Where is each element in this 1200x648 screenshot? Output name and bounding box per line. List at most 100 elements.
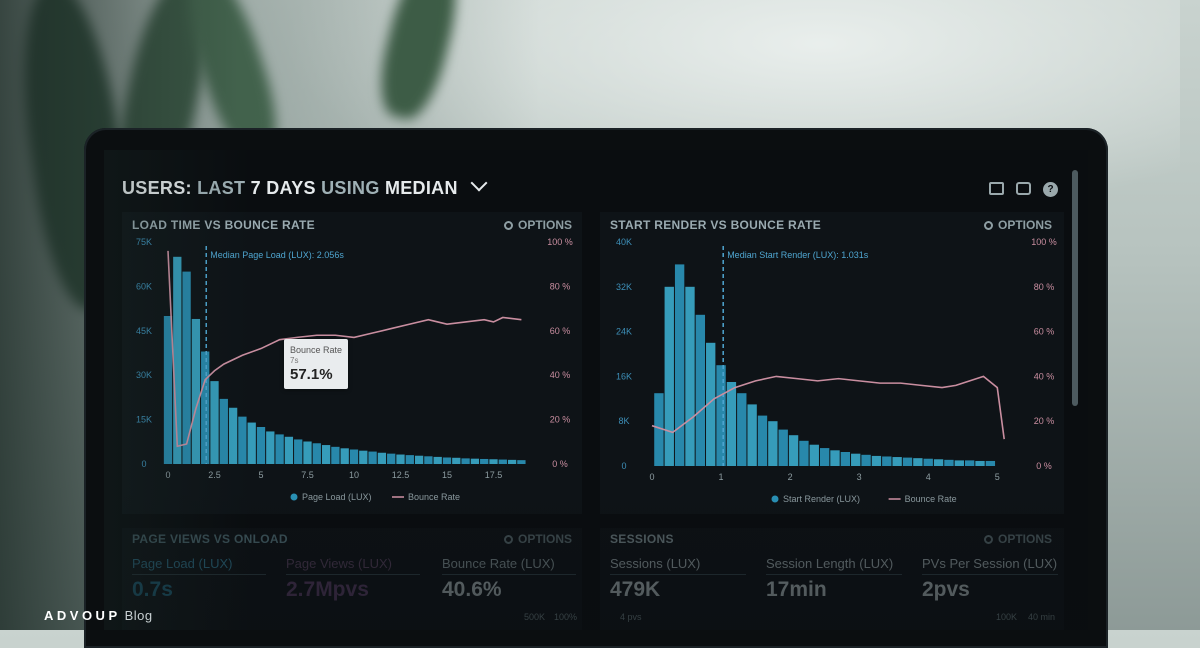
y2-axis-tick-label: 100 % xyxy=(1031,237,1057,247)
bar xyxy=(470,458,480,464)
x-axis-tick-label: 15 xyxy=(442,470,452,480)
bar xyxy=(799,440,809,466)
stat-label: Bounce Rate (LUX) xyxy=(442,556,555,571)
bar xyxy=(480,458,489,464)
stat-label: PVs Per Session (LUX) xyxy=(922,556,1058,571)
stat-value: 479K xyxy=(610,578,661,601)
bar xyxy=(902,457,913,466)
axis-label: 100K xyxy=(996,612,1018,622)
bar xyxy=(954,460,964,466)
stat-value: 2pvs xyxy=(922,578,970,601)
y2-axis-tick-label: 20 % xyxy=(1034,416,1055,426)
gear-icon xyxy=(503,221,513,230)
panel-title: SESSIONS xyxy=(610,532,674,546)
y-axis-tick-label: 8K xyxy=(618,416,629,426)
x-axis-tick-label: 3 xyxy=(857,472,862,482)
title-range-value: 7 DAYS xyxy=(250,178,316,198)
options-button[interactable]: OPTIONS xyxy=(503,218,572,232)
page-views-panel: PAGE VIEWS VS ONLOAD OPTIONS Page Load (… xyxy=(122,528,582,630)
help-icon[interactable]: ? xyxy=(1043,182,1058,197)
bar xyxy=(664,286,674,466)
panel-title: START RENDER VS BOUNCE RATE xyxy=(610,218,821,232)
x-axis-tick-label: 4 xyxy=(926,472,931,482)
stat-label: Page Load (LUX) xyxy=(132,556,233,571)
stat-divider xyxy=(442,574,576,575)
scrollbar[interactable] xyxy=(1072,170,1078,406)
bar xyxy=(312,443,321,464)
bar xyxy=(191,318,201,464)
bar xyxy=(674,264,685,466)
legend-bar-label: Start Render (LUX) xyxy=(783,494,860,504)
y2-axis-tick-label: 100 % xyxy=(547,237,573,247)
stat-divider xyxy=(286,574,420,575)
start-render-panel: START RENDER VS BOUNCE RATE OPTIONS 0 8K 1… xyxy=(600,212,1064,514)
bar xyxy=(424,456,433,464)
bar xyxy=(442,457,452,464)
bar xyxy=(461,458,470,464)
bar xyxy=(275,434,284,464)
bar xyxy=(331,446,340,464)
stat-label: Sessions (LUX) xyxy=(610,556,701,571)
x-axis-tick-label: 10 xyxy=(349,470,359,480)
y-axis-tick-label: 0 xyxy=(621,461,626,471)
stat-value: 0.7s xyxy=(132,578,173,601)
bar xyxy=(933,459,944,466)
bar xyxy=(517,460,526,464)
bar xyxy=(778,429,788,466)
y-axis-tick-label: 60K xyxy=(136,281,152,291)
bar xyxy=(498,459,507,464)
options-button[interactable]: OPTIONS xyxy=(503,532,572,546)
gear-icon xyxy=(983,535,993,544)
axis-label: 100% xyxy=(554,612,578,622)
y-axis-tick-label: 0 xyxy=(141,459,146,469)
title-range-prefix: LAST xyxy=(197,178,246,198)
y-axis-tick-label: 45K xyxy=(136,326,152,336)
y-axis-tick-label: 15K xyxy=(136,415,152,425)
bounce-rate-line xyxy=(167,250,522,448)
gear-icon xyxy=(983,221,993,230)
y2-axis-tick-label: 0 % xyxy=(552,459,568,469)
bar xyxy=(173,256,182,464)
bar xyxy=(871,455,882,466)
bar xyxy=(256,427,266,464)
bar xyxy=(706,342,716,466)
y-axis-tick-label: 40K xyxy=(616,237,632,247)
panel-title: PAGE VIEWS VS ONLOAD xyxy=(132,532,288,546)
x-axis-tick-label: 2.5 xyxy=(208,470,221,480)
bar xyxy=(985,460,996,466)
options-button[interactable]: OPTIONS xyxy=(983,532,1052,546)
share-icon[interactable] xyxy=(1016,182,1031,195)
bar xyxy=(892,457,902,466)
stat-divider xyxy=(132,574,266,575)
stat-value: 17min xyxy=(766,578,827,601)
tooltip-label: Bounce Rate xyxy=(290,345,343,355)
bar xyxy=(405,455,414,464)
y2-axis-tick-label: 20 % xyxy=(550,415,571,425)
stat-divider xyxy=(922,574,1058,575)
x-axis-tick-label: 0 xyxy=(165,470,170,480)
bar xyxy=(716,365,726,466)
stat-label: Session Length (LUX) xyxy=(766,556,894,571)
y2-axis-tick-label: 80 % xyxy=(550,281,571,291)
bar xyxy=(414,455,424,464)
bar xyxy=(830,450,840,466)
tooltip-value: 57.1% xyxy=(290,366,333,383)
y-axis-tick-label: 30K xyxy=(136,370,152,380)
y-axis-tick-label: 32K xyxy=(616,282,632,292)
panel-title: LOAD TIME VS BOUNCE RATE xyxy=(132,218,315,232)
x-axis-tick-label: 0 xyxy=(649,472,654,482)
bar xyxy=(757,415,768,466)
sessions-panel: SESSIONS OPTIONS Sessions (LUX) 479K 4 p… xyxy=(600,528,1064,630)
bar xyxy=(247,422,256,464)
chevron-down-icon[interactable] xyxy=(470,174,488,192)
options-button[interactable]: OPTIONS xyxy=(983,218,1052,232)
bar xyxy=(489,459,498,464)
tooltip-x: 7s xyxy=(290,356,299,365)
dashboard-title[interactable]: USERS: LAST 7 DAYS USING MEDIAN xyxy=(122,174,488,199)
bar xyxy=(840,452,851,466)
y2-axis-tick-label: 60 % xyxy=(1034,327,1055,337)
brand-name: ADVOUP xyxy=(44,608,121,623)
bar xyxy=(228,407,238,464)
monitor-icon[interactable] xyxy=(989,182,1004,195)
x-axis-tick-label: 5 xyxy=(995,472,1000,482)
